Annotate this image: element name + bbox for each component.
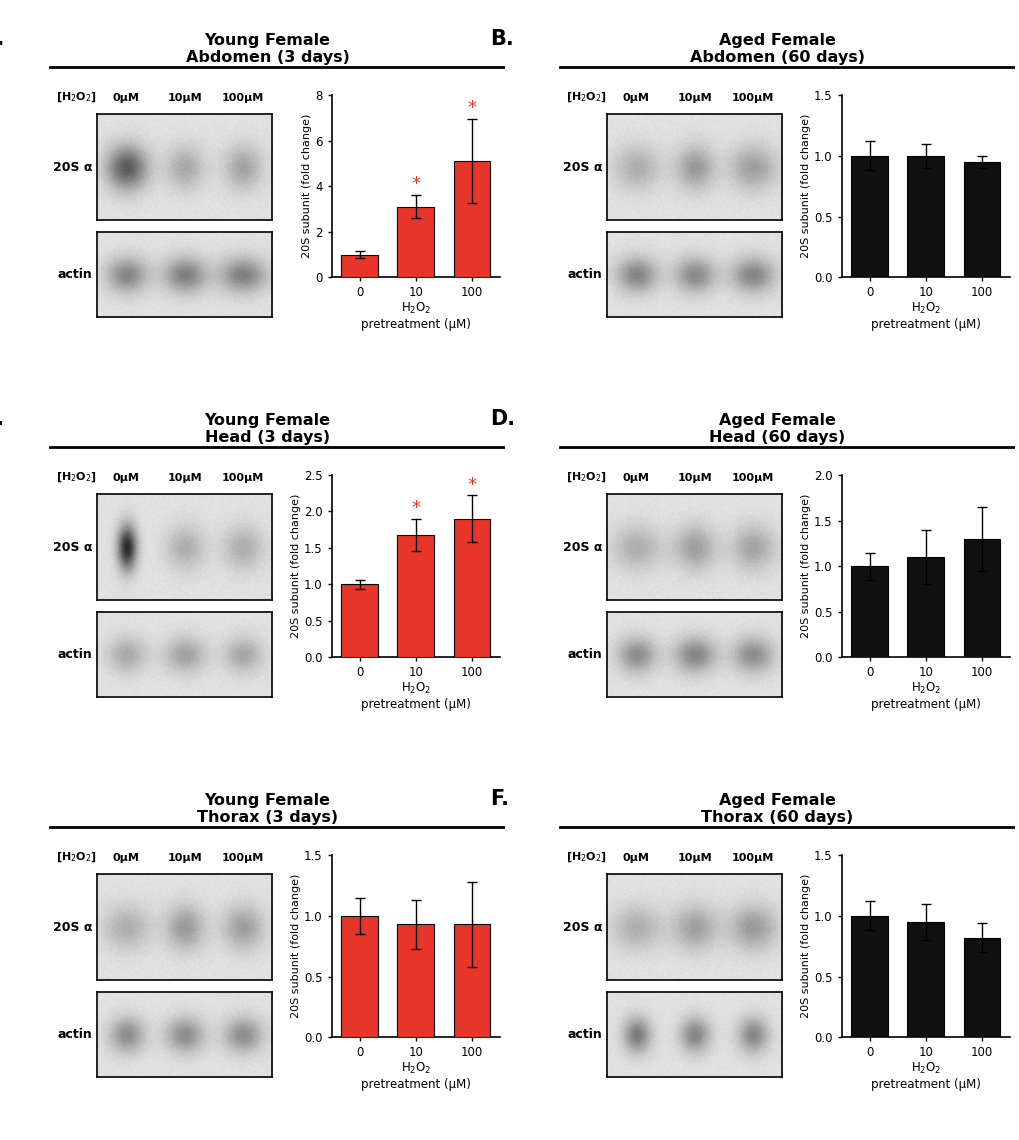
Text: 100μM: 100μM — [732, 473, 773, 482]
X-axis label: H$_2$O$_2$
pretreatment (μM): H$_2$O$_2$ pretreatment (μM) — [361, 301, 470, 331]
Text: [H$_2$O$_2$]: [H$_2$O$_2$] — [56, 91, 97, 105]
Text: [H$_2$O$_2$]: [H$_2$O$_2$] — [56, 850, 97, 864]
Text: Aged Female
Thorax (60 days): Aged Female Thorax (60 days) — [701, 792, 853, 825]
Bar — [397, 925, 433, 1037]
Text: [H$_2$O$_2$]: [H$_2$O$_2$] — [566, 850, 606, 864]
Text: *: * — [467, 475, 476, 494]
Text: 0μM: 0μM — [112, 92, 140, 103]
Text: [H$_2$O$_2$]: [H$_2$O$_2$] — [566, 471, 606, 484]
Text: *: * — [467, 99, 476, 117]
Text: A.: A. — [0, 28, 5, 49]
Text: *: * — [411, 499, 420, 516]
Bar — [963, 539, 999, 658]
Bar — [851, 567, 887, 658]
Text: Young Female
Head (3 days): Young Female Head (3 days) — [204, 413, 330, 445]
Bar — [341, 915, 377, 1037]
Text: 20S α: 20S α — [562, 921, 602, 934]
Text: D.: D. — [490, 409, 516, 429]
Bar — [963, 938, 999, 1037]
X-axis label: H$_2$O$_2$
pretreatment (μM): H$_2$O$_2$ pretreatment (μM) — [870, 681, 979, 711]
Text: 100μM: 100μM — [732, 92, 773, 103]
Text: actin: actin — [58, 649, 93, 661]
Bar — [397, 535, 433, 658]
Bar — [963, 162, 999, 277]
Bar — [453, 925, 489, 1037]
Text: 10μM: 10μM — [167, 473, 202, 482]
Text: 0μM: 0μM — [112, 853, 140, 863]
Text: 0μM: 0μM — [112, 473, 140, 482]
Y-axis label: 20S subunit (fold change): 20S subunit (fold change) — [800, 114, 810, 259]
Text: *: * — [411, 176, 420, 194]
Text: 10μM: 10μM — [677, 473, 711, 482]
Bar — [397, 206, 433, 277]
Text: F.: F. — [490, 789, 510, 808]
Text: [H$_2$O$_2$]: [H$_2$O$_2$] — [56, 471, 97, 484]
Text: actin: actin — [58, 268, 93, 282]
Text: actin: actin — [58, 1028, 93, 1041]
Text: 100μM: 100μM — [732, 853, 773, 863]
Bar — [907, 922, 943, 1037]
Text: 20S α: 20S α — [53, 161, 93, 174]
Bar — [341, 254, 377, 277]
Text: Aged Female
Abdomen (60 days): Aged Female Abdomen (60 days) — [689, 33, 864, 65]
Text: 10μM: 10μM — [167, 92, 202, 103]
Text: actin: actin — [568, 268, 602, 282]
Text: 20S α: 20S α — [53, 921, 93, 934]
Text: 10μM: 10μM — [677, 92, 711, 103]
Text: Aged Female
Head (60 days): Aged Female Head (60 days) — [708, 413, 845, 445]
Text: 20S α: 20S α — [562, 540, 602, 554]
Text: 10μM: 10μM — [167, 853, 202, 863]
Text: 20S α: 20S α — [562, 161, 602, 174]
Text: 100μM: 100μM — [222, 473, 264, 482]
Text: 100μM: 100μM — [222, 92, 264, 103]
Bar — [453, 519, 489, 658]
Text: 0μM: 0μM — [622, 92, 649, 103]
Y-axis label: 20S subunit (fold change): 20S subunit (fold change) — [800, 874, 810, 1018]
X-axis label: H$_2$O$_2$
pretreatment (μM): H$_2$O$_2$ pretreatment (μM) — [870, 1061, 979, 1091]
Bar — [907, 156, 943, 277]
Text: actin: actin — [568, 649, 602, 661]
X-axis label: H$_2$O$_2$
pretreatment (μM): H$_2$O$_2$ pretreatment (μM) — [870, 301, 979, 331]
Text: 20S α: 20S α — [53, 540, 93, 554]
Y-axis label: 20S subunit (fold change): 20S subunit (fold change) — [302, 114, 312, 259]
Y-axis label: 20S subunit (fold change): 20S subunit (fold change) — [290, 494, 301, 638]
Text: 100μM: 100μM — [222, 853, 264, 863]
Text: E.: E. — [0, 789, 3, 808]
Text: B.: B. — [490, 28, 514, 49]
Text: 10μM: 10μM — [677, 853, 711, 863]
Text: [H$_2$O$_2$]: [H$_2$O$_2$] — [566, 91, 606, 105]
Text: 0μM: 0μM — [622, 853, 649, 863]
X-axis label: H$_2$O$_2$
pretreatment (μM): H$_2$O$_2$ pretreatment (μM) — [361, 1061, 470, 1091]
Text: C.: C. — [0, 409, 4, 429]
Text: Young Female
Thorax (3 days): Young Female Thorax (3 days) — [197, 792, 337, 825]
Y-axis label: 20S subunit (fold change): 20S subunit (fold change) — [800, 494, 810, 638]
Bar — [851, 156, 887, 277]
Text: 0μM: 0μM — [622, 473, 649, 482]
Bar — [851, 915, 887, 1037]
Y-axis label: 20S subunit (fold change): 20S subunit (fold change) — [290, 874, 301, 1018]
Bar — [907, 557, 943, 658]
Text: Young Female
Abdomen (3 days): Young Female Abdomen (3 days) — [185, 33, 350, 65]
Bar — [453, 161, 489, 277]
Text: actin: actin — [568, 1028, 602, 1041]
Bar — [341, 585, 377, 658]
X-axis label: H$_2$O$_2$
pretreatment (μM): H$_2$O$_2$ pretreatment (μM) — [361, 681, 470, 711]
